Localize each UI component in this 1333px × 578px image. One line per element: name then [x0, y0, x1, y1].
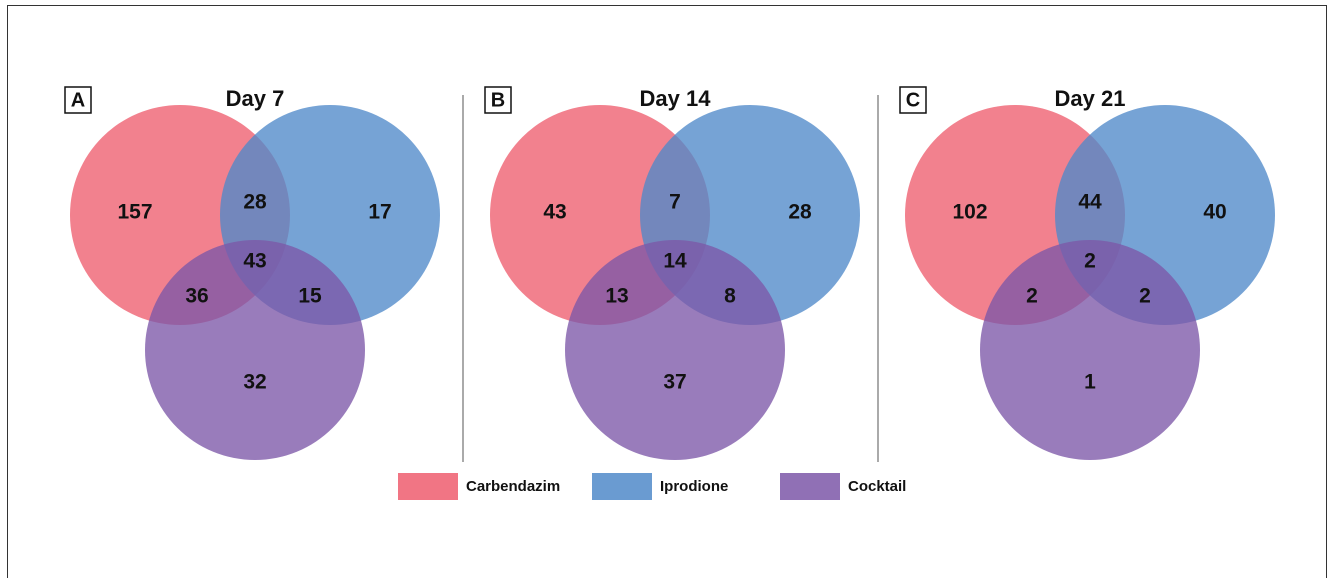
- panel-title: Day 7: [226, 86, 285, 111]
- region-count: 14: [663, 250, 687, 273]
- region-count: 28: [788, 201, 812, 224]
- legend-label: Cocktail: [848, 478, 906, 495]
- region-count: 157: [117, 201, 152, 224]
- panel-label: A: [71, 89, 85, 111]
- panel-title: Day 14: [640, 86, 712, 111]
- region-count: 32: [243, 371, 266, 394]
- legend-label: Carbendazim: [466, 478, 560, 495]
- region-count: 28: [243, 191, 267, 214]
- region-count: 1: [1084, 371, 1096, 394]
- region-count: 2: [1084, 250, 1096, 273]
- region-count: 37: [663, 371, 686, 394]
- region-count: 2: [1139, 285, 1151, 308]
- venn-circle: [145, 240, 365, 460]
- region-count: 36: [185, 285, 208, 308]
- region-count: 8: [724, 285, 736, 308]
- legend-swatch: [780, 473, 840, 500]
- region-count: 43: [243, 250, 266, 273]
- region-count: 7: [669, 191, 681, 214]
- panel-label: B: [491, 89, 505, 111]
- panel-label: C: [906, 89, 920, 111]
- venn-circle: [565, 240, 785, 460]
- legend-swatch: [592, 473, 652, 500]
- region-count: 44: [1078, 191, 1102, 214]
- panel-label-box: [484, 86, 512, 114]
- frame: [7, 5, 1327, 578]
- legend-swatch: [398, 473, 458, 500]
- region-count: 17: [368, 201, 391, 224]
- venn-circle: [980, 240, 1200, 460]
- region-count: 40: [1203, 201, 1226, 224]
- panel-label-box: [899, 86, 927, 114]
- region-count: 43: [543, 201, 566, 224]
- panel-label-box: [64, 86, 92, 114]
- panel-title: Day 21: [1055, 86, 1126, 111]
- legend-label: Iprodione: [660, 478, 728, 495]
- region-count: 2: [1026, 285, 1038, 308]
- region-count: 15: [298, 285, 322, 308]
- region-count: 13: [605, 285, 628, 308]
- region-count: 102: [952, 201, 987, 224]
